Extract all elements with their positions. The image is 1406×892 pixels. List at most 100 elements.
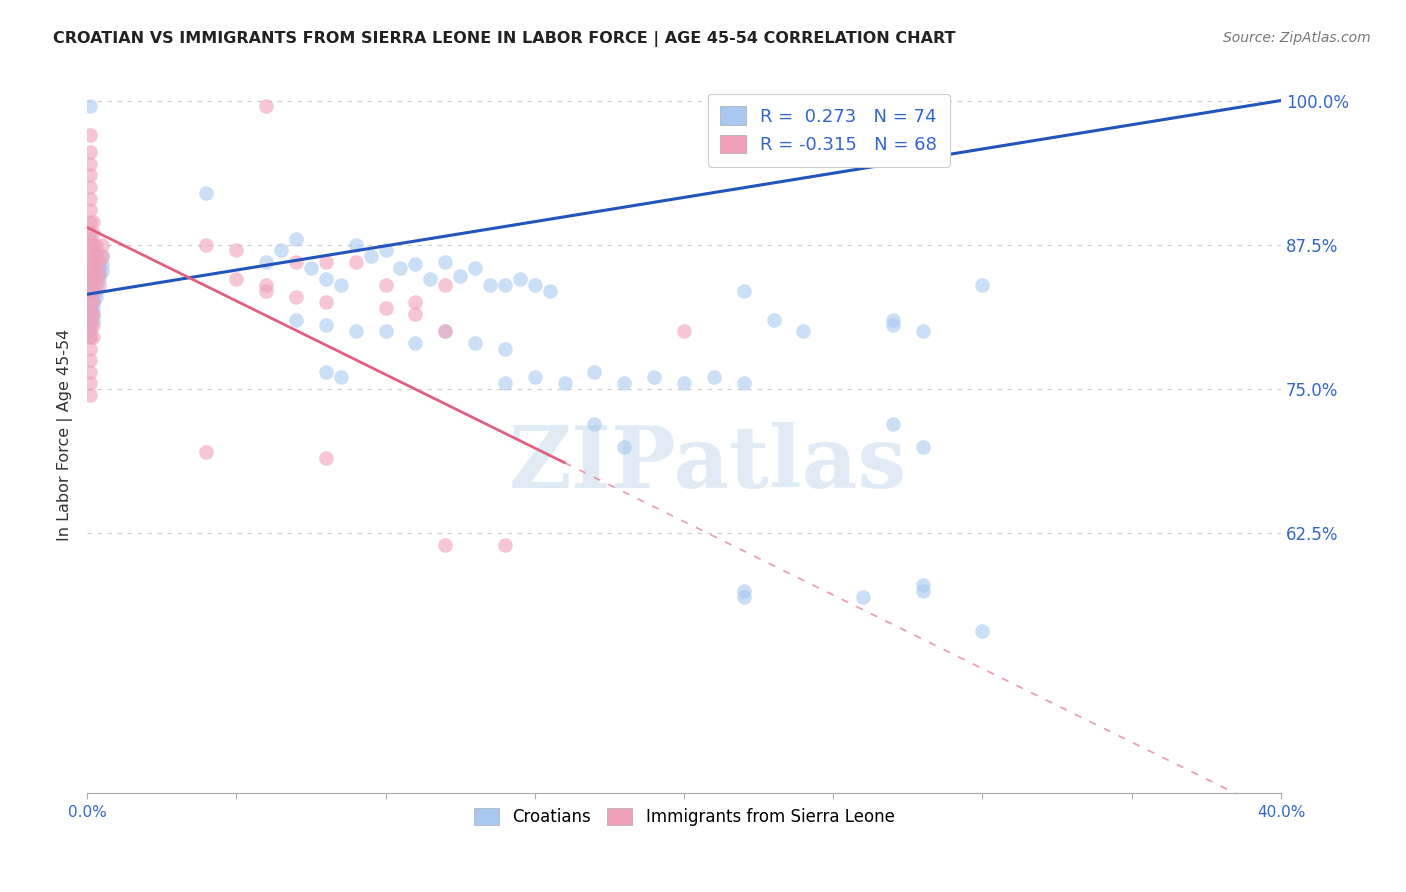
Point (464, 335, 486, 350)
Point (84, 272, 107, 286)
Point (84, 260, 107, 275)
Point (79, 237, 101, 252)
Point (84, 260, 107, 275)
Point (270, 244, 292, 258)
Point (91, 249, 114, 263)
Point (79, 214, 101, 228)
Point (733, 583, 755, 598)
Point (329, 370, 352, 384)
Point (91, 249, 114, 263)
Point (79, 365, 101, 379)
Point (82, 295, 104, 310)
Point (87, 255, 110, 269)
Point (84, 237, 107, 252)
Point (911, 440, 934, 454)
Point (79, 330, 101, 344)
Point (882, 417, 904, 431)
Point (285, 312, 308, 326)
Point (523, 278, 546, 293)
Point (882, 312, 904, 326)
Point (91, 237, 114, 252)
Point (84, 284, 107, 298)
Point (82, 237, 104, 252)
Point (404, 307, 426, 321)
Point (434, 538, 457, 552)
Point (299, 260, 322, 275)
Point (79, 376, 101, 391)
Point (195, 237, 218, 252)
Point (79, 307, 101, 321)
Point (434, 324, 457, 338)
Point (82, 278, 104, 293)
Point (79, 307, 101, 321)
Point (84, 249, 107, 263)
Text: ZIPatlas: ZIPatlas (509, 422, 907, 506)
Point (79, 342, 101, 356)
Point (733, 376, 755, 391)
Point (733, 284, 755, 298)
Point (79, 318, 101, 333)
Point (254, 284, 277, 298)
Point (87, 255, 110, 269)
Point (285, 290, 308, 304)
Point (419, 272, 441, 286)
Point (509, 272, 531, 286)
Point (672, 324, 695, 338)
Point (82, 260, 104, 275)
Point (79, 267, 101, 281)
Point (360, 249, 382, 263)
Point (79, 295, 101, 310)
Point (882, 318, 904, 333)
Point (494, 538, 516, 552)
Point (79, 284, 101, 298)
Point (79, 128, 101, 142)
Point (613, 376, 636, 391)
Point (285, 255, 308, 269)
Point (792, 324, 814, 338)
Point (84, 290, 107, 304)
Point (404, 295, 426, 310)
Point (79, 232, 101, 246)
Point (91, 264, 114, 278)
Point (79, 272, 101, 286)
Point (449, 268, 471, 283)
Point (82, 249, 104, 263)
Point (195, 186, 218, 200)
Point (84, 278, 107, 293)
Point (79, 290, 101, 304)
Point (87, 272, 110, 286)
Point (479, 278, 502, 293)
Point (464, 260, 486, 275)
Point (82, 284, 104, 298)
Point (79, 157, 101, 171)
Point (374, 278, 396, 293)
Point (315, 318, 337, 333)
Point (79, 203, 101, 218)
Point (225, 272, 247, 286)
Point (583, 417, 606, 431)
Point (972, 278, 994, 293)
Point (84, 255, 107, 269)
Point (315, 295, 337, 310)
Point (389, 260, 412, 275)
Point (374, 324, 396, 338)
Point (79, 226, 101, 240)
Point (82, 307, 104, 321)
Point (79, 312, 101, 326)
Point (79, 260, 101, 275)
Point (344, 255, 367, 269)
Point (344, 324, 367, 338)
Point (79, 180, 101, 194)
Point (911, 324, 934, 338)
Point (82, 226, 104, 240)
Point (84, 267, 107, 281)
Point (79, 318, 101, 333)
Point (79, 324, 101, 338)
Point (82, 244, 104, 258)
Point (344, 237, 367, 252)
Point (315, 272, 337, 286)
Point (285, 232, 308, 246)
Point (404, 335, 426, 350)
Point (315, 255, 337, 269)
Point (82, 255, 104, 269)
